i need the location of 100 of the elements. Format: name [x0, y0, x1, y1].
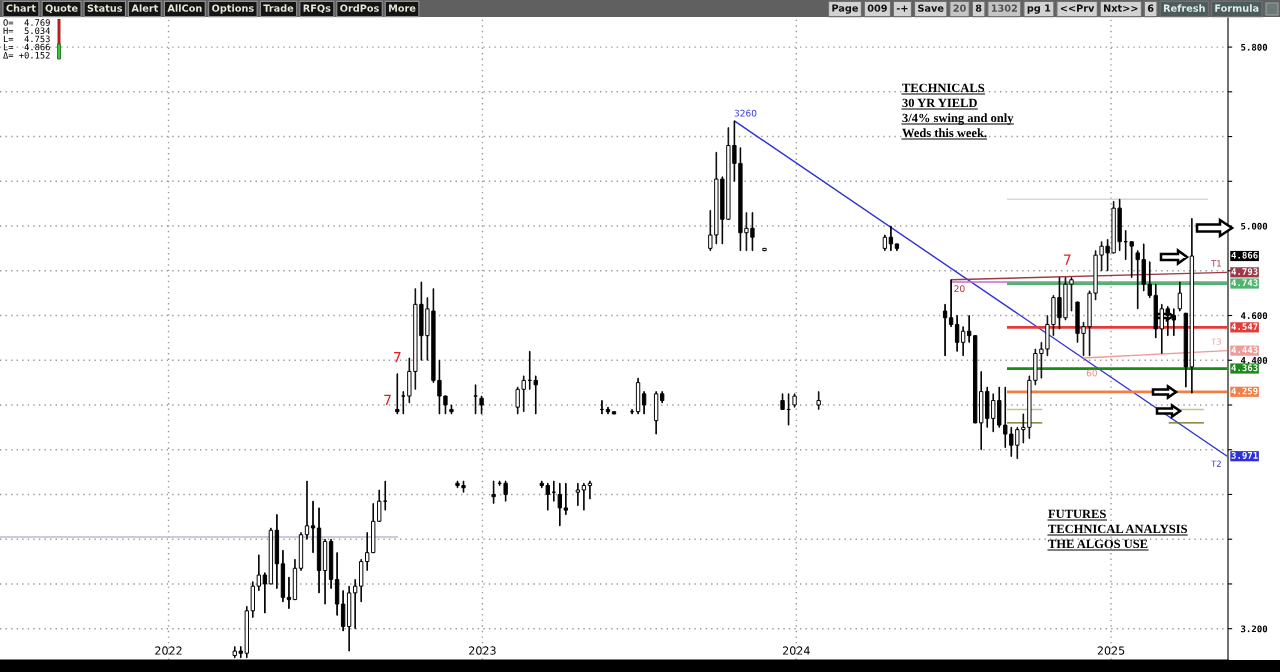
annotation: 7 — [394, 352, 401, 363]
candlestick — [298, 532, 304, 572]
candlestick — [653, 391, 659, 435]
annotation: 7 — [384, 394, 391, 405]
candlestick — [581, 482, 587, 511]
candlestick — [587, 480, 593, 500]
text: 20 — [953, 4, 966, 12]
candlestick — [280, 549, 286, 603]
candlestick — [882, 234, 888, 252]
candlestick — [322, 538, 328, 605]
text: More — [389, 4, 416, 12]
candlestick — [635, 377, 641, 415]
candlestick — [503, 480, 508, 502]
text: 009 — [867, 4, 887, 12]
candlestick — [659, 391, 665, 404]
candlestick — [966, 315, 972, 343]
candlestick — [780, 393, 785, 410]
data-label: 4.259 — [1231, 387, 1258, 395]
candlestick — [395, 373, 400, 415]
text: Alert — [131, 4, 159, 12]
candlestick — [497, 480, 502, 487]
text: Refresh — [1163, 4, 1205, 12]
candlestick — [894, 243, 900, 252]
text: Nxt>> — [1104, 4, 1138, 12]
annotation: 7 — [1064, 254, 1071, 265]
candlestick — [605, 406, 611, 415]
candlestick — [473, 384, 478, 415]
annotation: 3260 — [734, 109, 757, 117]
candlestick — [274, 514, 280, 589]
series-label: T1 — [1211, 260, 1221, 267]
candlestick — [383, 480, 388, 511]
text: Trade — [263, 4, 294, 12]
candlestick — [954, 315, 960, 352]
candlestick — [1123, 230, 1128, 261]
candlestick — [792, 393, 797, 408]
candlestick — [286, 576, 292, 610]
y-tick-label: 4.600 — [1240, 312, 1268, 320]
x-tick-label: 2022 — [155, 646, 182, 655]
candlestick — [888, 225, 894, 252]
x-tick-label: 2023 — [469, 646, 496, 655]
annotation: 60 — [1086, 369, 1098, 377]
text: Formula — [1215, 4, 1259, 12]
candlestick — [942, 303, 948, 357]
data-label: 4.547 — [1231, 323, 1258, 330]
candlestick — [304, 480, 310, 540]
candlestick — [292, 558, 298, 601]
candlestick — [786, 393, 791, 426]
candlestick — [449, 404, 454, 415]
text: Status — [87, 4, 123, 12]
data-label: 4.743 — [1231, 279, 1258, 287]
text: Save — [918, 4, 944, 12]
candlestick — [948, 279, 954, 328]
series-label: T3 — [1211, 338, 1221, 345]
x-tick-label: 2025 — [1097, 646, 1125, 655]
y-tick-label: 5.000 — [1241, 222, 1268, 230]
text: AllCon — [167, 4, 202, 12]
candlestick — [557, 482, 562, 527]
candlestick — [310, 500, 316, 554]
candlestick — [533, 375, 538, 415]
candlestick — [563, 482, 569, 516]
candlestick — [262, 572, 268, 614]
text: 1302 — [991, 4, 1017, 12]
candlestick — [401, 391, 406, 415]
y-tick-label: 3.200 — [1241, 625, 1268, 633]
y-tick-label: 4.400 — [1240, 356, 1268, 364]
candlestick — [268, 527, 274, 585]
candlestick — [479, 395, 484, 415]
candlestick — [551, 480, 556, 502]
candlestick — [960, 326, 966, 357]
candlestick — [762, 247, 767, 252]
text: Quote — [45, 4, 78, 14]
text: Options — [212, 4, 254, 14]
annotation: TECHNICALS 30 YR YIELD 3/4% swing and only Weds this week. — [902, 83, 1014, 138]
candlestick — [1177, 281, 1183, 312]
candlestick — [1129, 241, 1134, 278]
candlestick — [599, 400, 605, 415]
candlestick — [491, 480, 496, 504]
text: Chart — [6, 4, 36, 12]
candlestick — [611, 411, 617, 415]
candlestick — [340, 590, 346, 632]
candlestick — [629, 408, 635, 415]
candlestick — [346, 585, 352, 652]
candlestick — [1189, 217, 1195, 394]
text: 8 — [975, 4, 982, 12]
candlestick — [316, 507, 322, 594]
annotation: FUTURES TECHNICAL ANALYSIS THE ALGOS USE — [1048, 509, 1187, 549]
candlestick — [256, 554, 262, 592]
candlestick — [641, 391, 647, 415]
candlestick — [352, 578, 358, 630]
series-label: T2 — [1211, 460, 1221, 467]
text: Page — [832, 4, 858, 14]
candlestick — [575, 482, 581, 507]
text: pg 1 — [1027, 4, 1051, 14]
text: <<Prv — [1060, 4, 1095, 12]
data-label: 4.443 — [1231, 346, 1258, 354]
text: -+ — [896, 5, 908, 12]
data-label: 3.971 — [1231, 452, 1258, 459]
candlestick — [328, 538, 334, 589]
annotation: O= 4.769 H= 5.034 L= 4.753 L= 4.866 Δ= +0.152 — [3, 19, 50, 59]
text: OrdPos — [340, 4, 379, 12]
